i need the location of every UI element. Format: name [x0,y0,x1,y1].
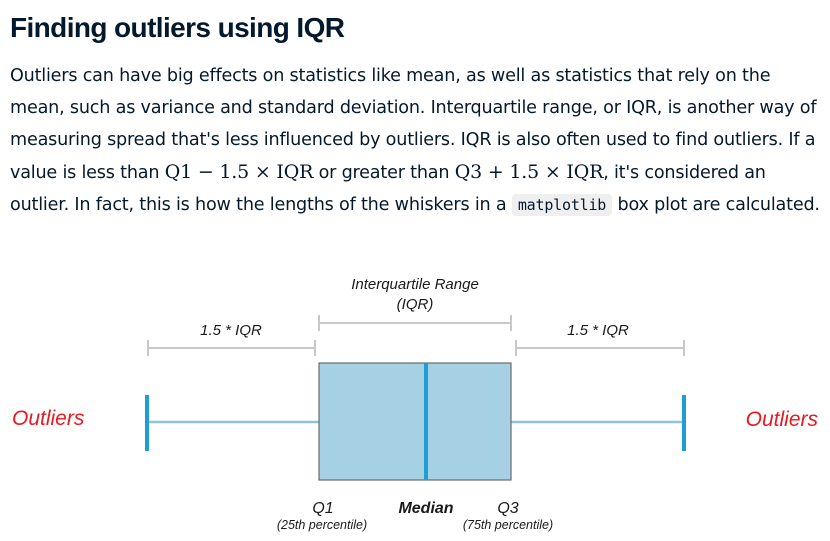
outliers-left-label: Outliers [12,407,85,430]
paragraph-text: Outliers can have big effects on statist… [10,66,817,183]
paragraph-text: , it's considered an outlier. In fact, t… [10,163,766,215]
q3-label: Q3 [497,500,518,517]
median-label: Median [398,500,453,517]
left-whisker-label: 1.5 * IQR [200,322,262,339]
right-whisker-label: 1.5 * IQR [567,322,629,339]
outliers-right-label: Outliers [746,408,819,431]
intro-paragraph: Outliers can have big effects on statist… [10,60,825,221]
q1-label: Q1 [312,500,333,517]
iqr-label-abbrev: (IQR) [397,296,434,313]
boxplot-diagram: Interquartile Range (IQR) 1.5 * IQR 1.5 … [12,276,819,532]
page-title: Finding outliers using IQR [10,12,345,43]
formula-upper-bound: Q3 + 1.5 × IQR [454,161,604,183]
q3-sublabel: (75th percentile) [463,518,553,532]
code-matplotlib: matplotlib [511,194,613,216]
iqr-box [318,362,512,481]
paragraph-text: or greater than [313,163,455,183]
right-whisker-bracket [515,340,685,356]
iqr-bracket [318,315,512,331]
paragraph-text: box plot are calculated. [612,195,820,215]
q1-sublabel: (25th percentile) [277,518,367,532]
iqr-label: Interquartile Range [351,276,479,293]
left-whisker-bracket [147,340,316,356]
formula-lower-bound: Q1 − 1.5 × IQR [164,161,314,183]
